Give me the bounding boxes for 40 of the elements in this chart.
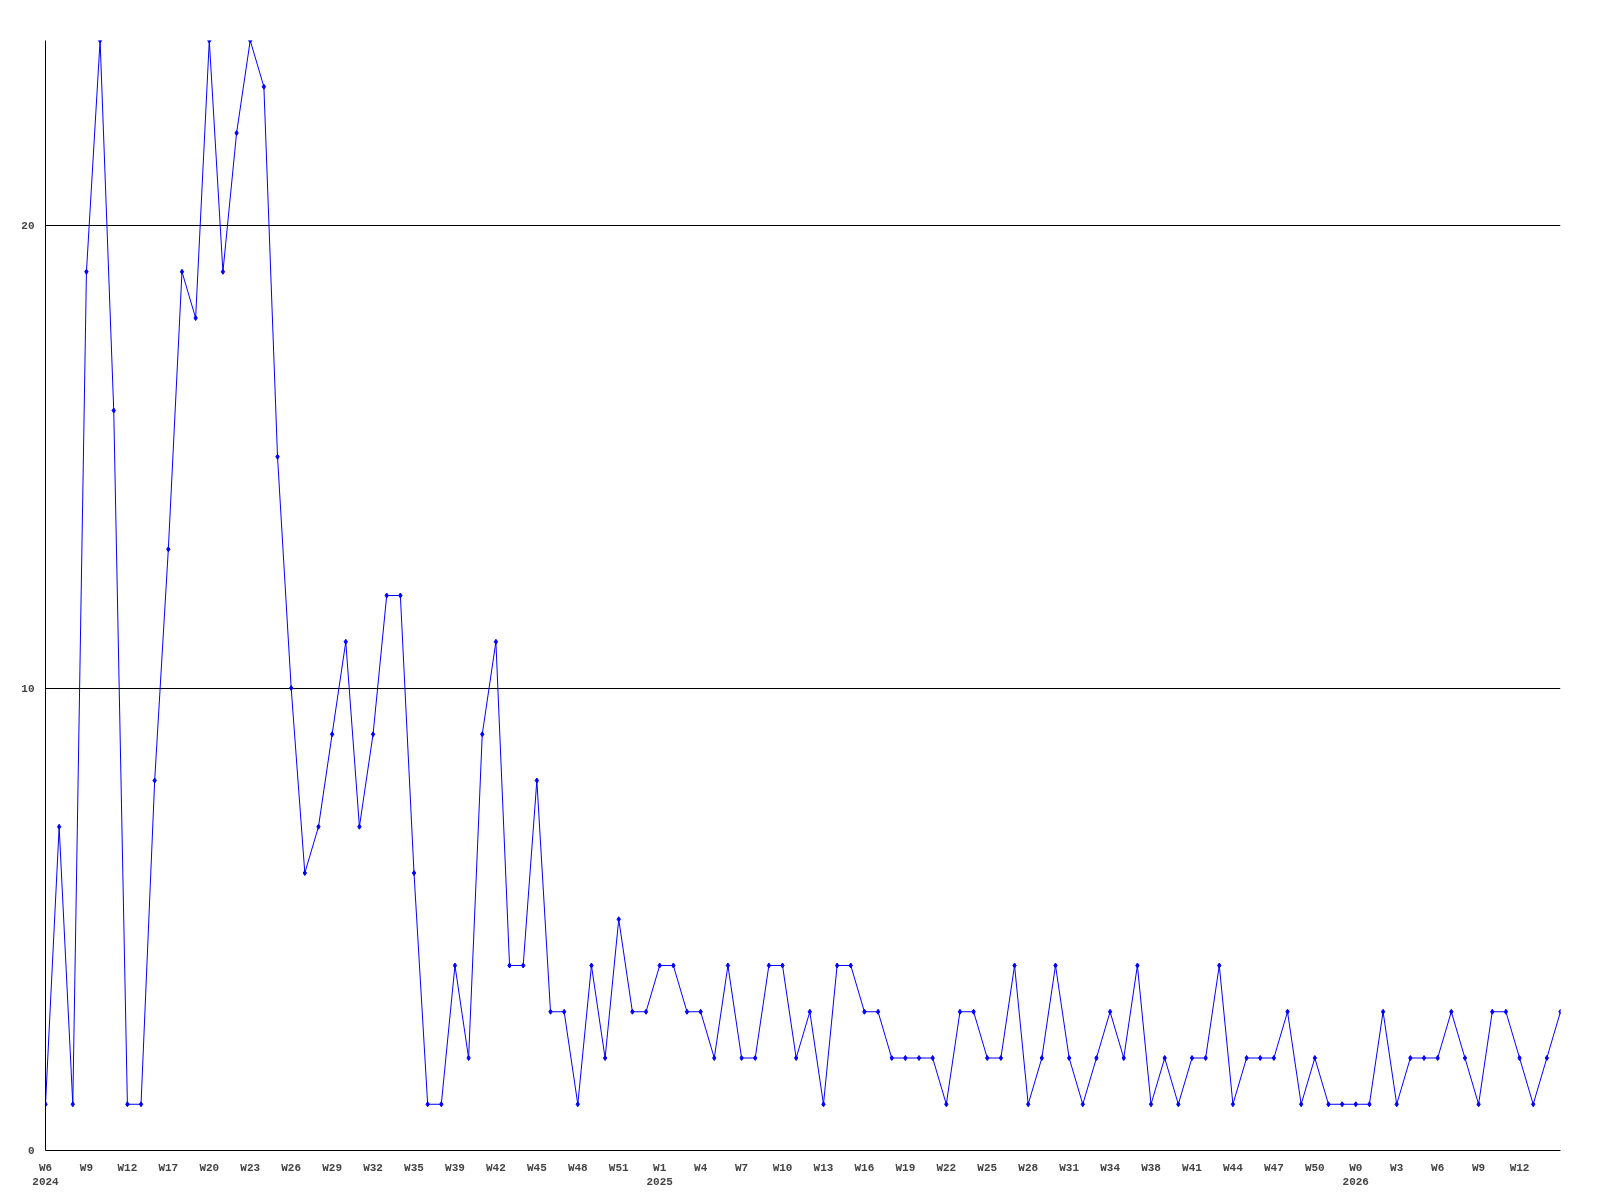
x-tick-label: W17: [158, 1161, 179, 1174]
x-tick-label: W48: [567, 1161, 589, 1174]
x-tick-label: W34: [1100, 1161, 1121, 1174]
x-tick-label: W20: [199, 1161, 220, 1174]
x-tick-label: W13: [813, 1161, 834, 1174]
x-tick-label: W7: [734, 1161, 749, 1174]
x-tick-label: W3: [1390, 1161, 1404, 1174]
x-tick-label: W25: [977, 1161, 998, 1174]
x-tick-label: W44: [1223, 1161, 1244, 1174]
x-tick-label: W35: [404, 1161, 425, 1174]
y-tick-label: 0: [27, 1145, 35, 1157]
x-tick-label: W9: [79, 1161, 94, 1174]
x-tick-label: W4: [694, 1161, 708, 1174]
x-tick-label: W9: [1472, 1161, 1486, 1174]
y-tick-label: 20: [21, 220, 35, 232]
x-tick-label: W47: [1263, 1161, 1284, 1174]
x-tick-label: W38: [1141, 1161, 1162, 1174]
x-tick-label: W0 2026: [1342, 1161, 1369, 1188]
x-tick-label: W22: [936, 1161, 957, 1174]
x-tick-label: W32: [363, 1161, 383, 1174]
x-tick-label: W12: [117, 1161, 138, 1174]
x-tick-label: W12: [1509, 1161, 1530, 1174]
x-tick-label: W50: [1304, 1161, 1325, 1174]
x-tick-label: W6 2024: [32, 1161, 60, 1188]
y-tick-label: 10: [21, 682, 35, 695]
x-tick-label: W6: [1431, 1161, 1445, 1174]
x-tick-label: W26: [281, 1161, 302, 1174]
x-tick-label: W42: [486, 1161, 506, 1174]
x-tick-label: W51: [608, 1161, 630, 1174]
x-tick-label: W45: [526, 1161, 548, 1174]
x-tick-label: W41: [1182, 1161, 1203, 1174]
x-tick-label: W23: [240, 1161, 261, 1174]
x-tick-label: W28: [1018, 1161, 1039, 1174]
x-tick-label: W19: [895, 1161, 916, 1174]
x-tick-label: W39: [445, 1161, 465, 1174]
x-tick-label: W16: [854, 1161, 875, 1174]
x-tick-label: W31: [1059, 1161, 1080, 1174]
x-tick-label: W29: [322, 1161, 343, 1174]
x-tick-label: W1 2025: [646, 1161, 674, 1188]
x-tick-label: W10: [772, 1161, 793, 1174]
